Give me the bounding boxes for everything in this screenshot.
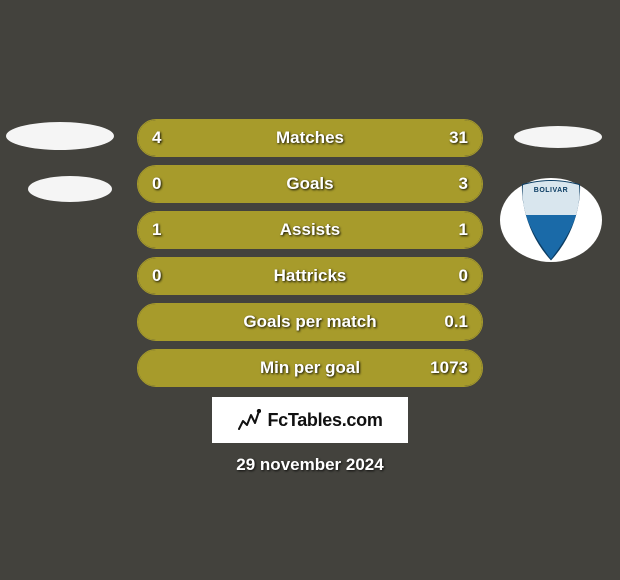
stat-row: 1 1 Assists	[137, 211, 483, 249]
shield-icon: BOLIVAR	[516, 179, 586, 261]
stat-row: 0 0 Hattricks	[137, 257, 483, 295]
stat-right-value: 3	[459, 174, 468, 194]
stat-label: Assists	[280, 220, 340, 240]
stat-label: Goals	[286, 174, 333, 194]
source-logo-text: FcTables.com	[267, 410, 382, 431]
stat-row: 0 3 Goals	[137, 165, 483, 203]
date-label: 29 november 2024	[236, 455, 383, 475]
club-badge-right: BOLIVAR	[500, 178, 602, 262]
player-right-placeholder-1	[514, 126, 602, 148]
stat-row: 0.1 Goals per match	[137, 303, 483, 341]
player-left-placeholder-2	[28, 176, 112, 202]
comparison-card: PeÃ±a Vaca vs Justiniano Arauz Club comp…	[0, 0, 620, 580]
stat-row: 4 31 Matches	[137, 119, 483, 157]
stat-row: 1073 Min per goal	[137, 349, 483, 387]
stat-label: Min per goal	[260, 358, 360, 378]
stat-rows: 4 31 Matches 0 3 Goals 1 1 Assists 0 0 Hattricks 0.1…	[137, 119, 483, 395]
stat-right-value: 31	[449, 128, 468, 148]
stat-right-value: 0.1	[444, 312, 468, 332]
fctables-icon	[237, 409, 261, 431]
stat-right-value: 1	[459, 220, 468, 240]
stat-left-value: 0	[152, 174, 161, 194]
stat-right-value: 0	[459, 266, 468, 286]
stat-left-value: 4	[152, 128, 161, 148]
stat-right-value: 1073	[430, 358, 468, 378]
stat-left-value: 1	[152, 220, 161, 240]
badge-name: BOLIVAR	[534, 187, 568, 194]
player-left-placeholder-1	[6, 122, 114, 150]
stat-left-value: 0	[152, 266, 161, 286]
stat-label: Goals per match	[243, 312, 376, 332]
stat-label: Hattricks	[274, 266, 347, 286]
source-logo: FcTables.com	[212, 397, 408, 443]
stat-label: Matches	[276, 128, 344, 148]
